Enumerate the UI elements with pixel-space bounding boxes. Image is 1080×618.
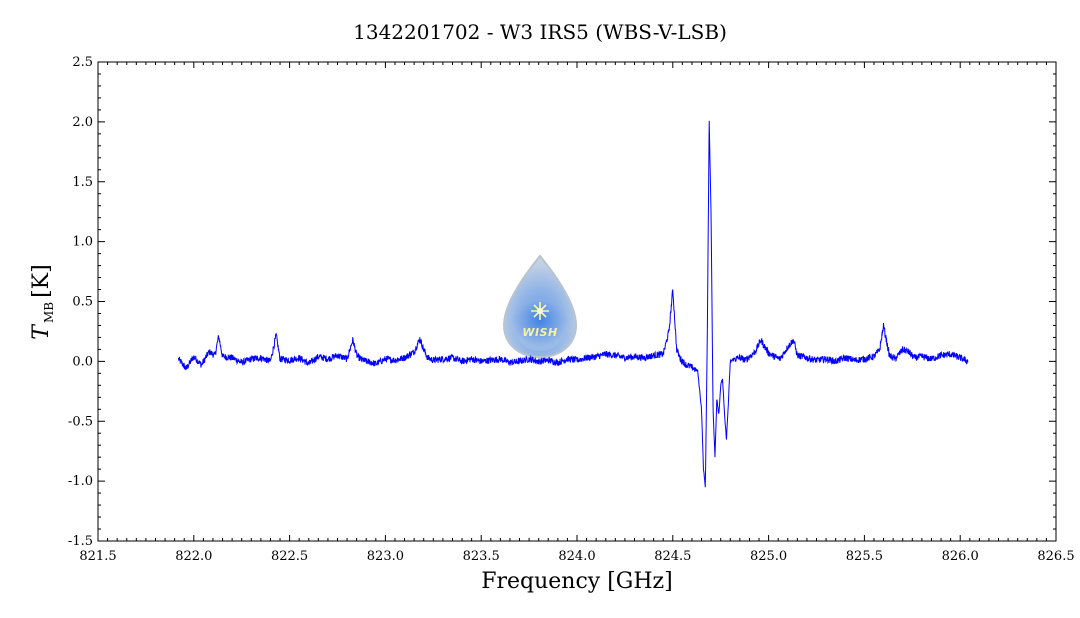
logo-label: WISH [522, 326, 557, 339]
y-axis-title-main: T [29, 323, 54, 340]
x-tick-label: 825.5 [846, 549, 883, 564]
star-core [537, 308, 543, 314]
y-tick-label: 2.5 [72, 55, 93, 70]
x-tick-label: 821.5 [79, 549, 116, 564]
y-tick-label: -1.5 [68, 534, 93, 549]
x-tick-label: 823.0 [367, 549, 404, 564]
y-axis-title: TMB [K] [29, 264, 56, 339]
drop-inner-glow [512, 299, 568, 351]
y-tick-label: 1.0 [72, 235, 93, 250]
y-tick-label: 0.5 [72, 295, 93, 310]
plot-frame [97, 61, 1057, 542]
x-tick-label: 822.5 [271, 549, 308, 564]
y-axis-title-unit: [K] [29, 264, 54, 298]
plot-border [97, 61, 1057, 542]
y-tick-labels: -1.5 -1.0 -0.5 0.0 0.5 1.0 1.5 2.0 2.5 [68, 55, 93, 549]
y-tick-label: 1.5 [72, 175, 93, 190]
x-tick-label: 825.0 [750, 549, 787, 564]
svg-text:TMB[K]: TMB [K] [29, 264, 56, 339]
axis-ticks [97, 61, 1057, 542]
y-tick-label: -1.0 [68, 474, 93, 489]
series-line [177, 120, 969, 488]
x-tick-labels: 821.5 822.0 822.5 823.0 823.5 824.0 824.5 825.0… [79, 549, 1074, 564]
x-tick-label: 826.5 [1037, 549, 1074, 564]
chart-title: 1342201702 - W3 IRS5 (WBS-V-LSB) [353, 20, 727, 44]
y-tick-label: -0.5 [68, 414, 93, 429]
y-tick-label: 0.0 [72, 354, 93, 369]
x-tick-label: 822.0 [175, 549, 212, 564]
x-axis-title: Frequency [GHz] [481, 569, 673, 594]
x-tick-label: 824.5 [654, 549, 691, 564]
x-tick-label: 824.0 [558, 549, 595, 564]
y-axis-title-sub: MB [42, 302, 56, 323]
y-tick-label: 2.0 [72, 115, 93, 130]
x-tick-label: 823.5 [463, 549, 500, 564]
x-tick-label: 826.0 [942, 549, 979, 564]
wish-logo: WISH [502, 254, 578, 359]
